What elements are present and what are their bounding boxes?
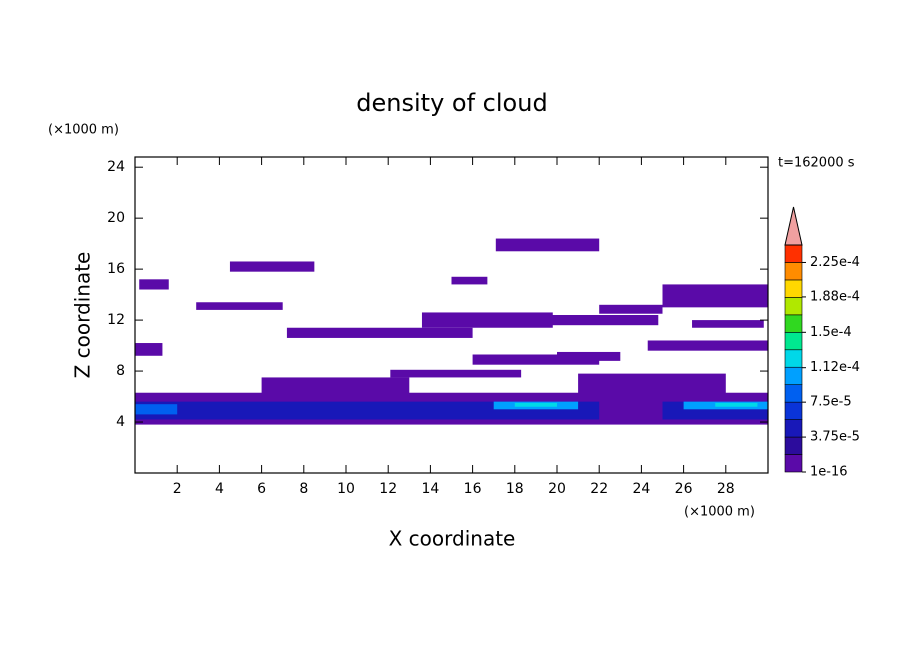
y-tick-label: 8	[116, 363, 125, 379]
colorbar-tick-label: 1.5e-4	[810, 325, 852, 340]
colorbar-tick-label: 1e-16	[810, 465, 848, 480]
contour-region	[261, 377, 410, 397]
colorbar-box	[784, 436, 803, 455]
contour-region	[546, 315, 659, 326]
x-label: X coordinate	[389, 527, 516, 551]
contour-region	[451, 276, 488, 285]
colorbar-box	[784, 366, 803, 385]
contour-region	[135, 404, 178, 415]
x-tick-label: 6	[257, 481, 266, 497]
colorbar-extend	[784, 206, 803, 246]
contour-region	[647, 340, 768, 351]
plot-frame	[134, 156, 769, 474]
x-tick-label: 12	[379, 481, 397, 497]
annotation: t=162000 s	[778, 156, 855, 171]
contour-region	[229, 261, 315, 272]
x-tick-label: 26	[675, 481, 693, 497]
y-unit: (×1000 m)	[48, 123, 119, 138]
x-tick-label: 20	[548, 481, 566, 497]
colorbar-tick-label: 1.88e-4	[810, 289, 860, 304]
contour-region	[135, 343, 163, 356]
x-tick-label: 18	[506, 481, 524, 497]
contour-region	[135, 401, 600, 420]
colorbar-box	[784, 279, 803, 298]
colorbar-box	[784, 332, 803, 351]
contour-region	[196, 302, 283, 310]
y-tick-label: 24	[107, 159, 125, 175]
contour-region	[715, 402, 758, 407]
colorbar-box	[784, 297, 803, 316]
colorbar-tick-label: 7.5e-5	[810, 395, 852, 410]
colorbar-box	[784, 244, 803, 263]
y-label: Z coordinate	[71, 252, 95, 379]
contour-region	[514, 402, 557, 407]
x-tick-label: 8	[299, 481, 308, 497]
y-tick-label: 4	[116, 414, 125, 430]
y-tick-label: 12	[107, 312, 125, 328]
contour-region	[286, 327, 473, 338]
colorbar-box	[784, 349, 803, 368]
colorbar-box	[784, 314, 803, 333]
contour-region	[421, 312, 553, 328]
contour-region	[390, 369, 522, 378]
x-unit: (×1000 m)	[684, 505, 755, 520]
x-tick-label: 4	[215, 481, 224, 497]
colorbar-box	[784, 401, 803, 420]
contour-region	[472, 354, 600, 365]
x-tick-label: 16	[464, 481, 482, 497]
x-tick-label: 14	[421, 481, 439, 497]
contour-region	[662, 284, 768, 308]
colorbar-box	[784, 384, 803, 403]
y-tick-label: 20	[107, 210, 125, 226]
colorbar-box	[784, 419, 803, 438]
contour-region	[692, 320, 764, 328]
chart-title: density of cloud	[356, 89, 547, 117]
y-tick-label: 16	[107, 261, 125, 277]
contour-region	[599, 304, 663, 314]
x-tick-label: 24	[632, 481, 650, 497]
colorbar-tick-label: 1.12e-4	[810, 360, 860, 375]
x-tick-label: 22	[590, 481, 608, 497]
colorbar-tick-label: 3.75e-5	[810, 430, 860, 445]
x-tick-label: 28	[717, 481, 735, 497]
colorbar-box	[784, 262, 803, 281]
contour-region	[578, 373, 726, 397]
x-tick-label: 2	[173, 481, 182, 497]
contour-region	[139, 279, 169, 290]
colorbar-box	[784, 454, 803, 473]
x-tick-label: 10	[337, 481, 355, 497]
contour-region	[557, 351, 621, 361]
contour-region	[495, 238, 600, 252]
colorbar-tick-label: 2.25e-4	[810, 255, 860, 270]
